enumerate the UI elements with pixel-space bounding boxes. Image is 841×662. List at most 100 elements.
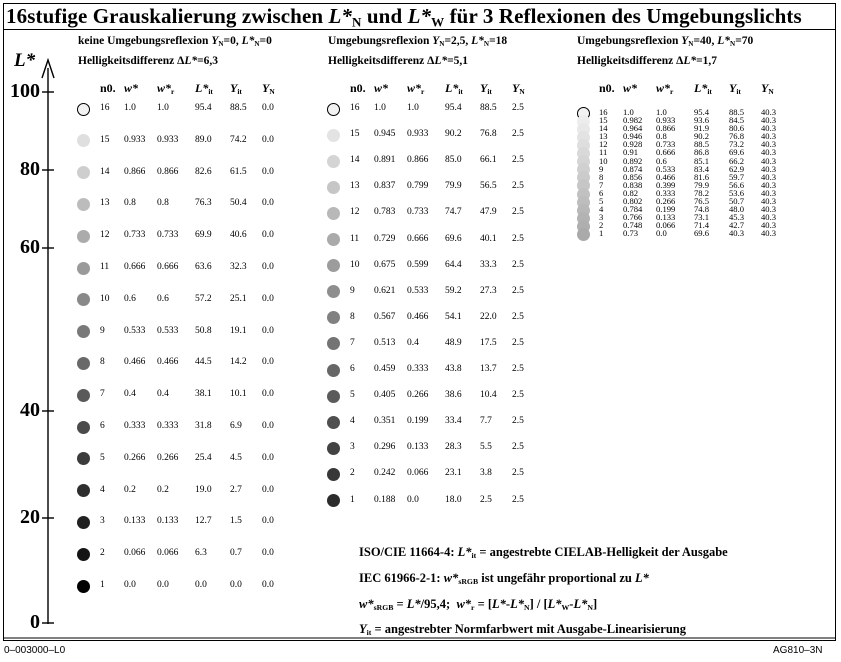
panel1-heading: keine Umgebungsreflexion YN=0, L*N=0 (78, 35, 272, 48)
table-cell: 0.0 (262, 548, 274, 559)
table-cell: 74.7 (445, 207, 462, 218)
table-cell: 69.9 (195, 230, 212, 241)
compact-column-wr: 1.0 0.933 0.866 0.8 0.733 0.666 0.6 0.53… (656, 107, 676, 239)
table-cell: 0.466 (407, 311, 429, 322)
column-header-w: w* (124, 81, 139, 95)
table-cell: 0.351 (374, 416, 396, 427)
table-cell: 2.5 (480, 494, 492, 505)
gray-swatch (76, 102, 90, 116)
table-cell: 12.7 (195, 516, 212, 527)
table-cell: 0.466 (124, 357, 146, 368)
table-cell: 15 (350, 129, 360, 140)
compact-column-w: 1.0 0.982 0.964 0.946 0.928 0.91 0.892 0… (623, 107, 643, 239)
table-cell: 2.5 (512, 129, 524, 140)
table-cell: 0.333 (124, 421, 146, 431)
gray-swatch (326, 337, 340, 351)
table-cell: 90.2 (445, 129, 462, 140)
column-header-L: L*it (195, 81, 213, 96)
table-cell: 1.0 (124, 103, 136, 113)
axis-tick-label: 40 (20, 399, 40, 421)
table-cell: 0.933 (157, 134, 179, 145)
table-cell: 0.4 (407, 337, 419, 348)
table-cell: 2.5 (512, 390, 524, 401)
compact-column-Y: 88.5 84.5 80.6 76.8 73.2 69.6 66.2 62.9 … (729, 107, 745, 239)
table-cell: 0.666 (157, 262, 179, 272)
gray-swatch (326, 128, 340, 142)
table-cell: 59.2 (445, 285, 462, 296)
panel1-diff: Helligkeitsdifferenz ΔL*=6,3 (78, 55, 219, 67)
table-cell: 0.621 (374, 285, 396, 296)
table-cell: 3.8 (480, 468, 492, 479)
table-cell: 2.5 (512, 155, 524, 166)
column-header-wr: w*r (407, 81, 425, 96)
table-cell: 0.405 (374, 390, 396, 401)
table-cell: 0.0 (262, 230, 274, 241)
table-cell: 2.7 (230, 484, 242, 495)
gray-swatch (326, 311, 340, 325)
table-cell: 2.5 (512, 181, 524, 192)
axis-tick-label: 100 (10, 80, 40, 102)
table-cell: 0.7 (230, 548, 242, 559)
table-cell: 0.0 (262, 484, 274, 495)
table-cell: 1.0 (157, 103, 169, 113)
table-cell: 0.675 (374, 259, 396, 270)
table-cell: 2.5 (512, 207, 524, 218)
table-cell: 0.296 (374, 442, 396, 453)
table-cell: 0.0 (262, 516, 274, 527)
table-cell: 2.5 (512, 103, 524, 113)
table-cell: 0.0 (262, 198, 274, 209)
table-cell: 50.8 (195, 325, 212, 336)
table-cell: 0.0 (262, 293, 274, 304)
table-cell: 0.933 (124, 134, 146, 145)
table-cell: 0.133 (124, 516, 146, 527)
column-header-n0: n0. (599, 81, 615, 95)
gray-swatch (326, 206, 340, 220)
table-cell: 19.0 (195, 484, 212, 495)
table-cell: 0.066 (157, 548, 179, 559)
table-cell: 85.0 (445, 155, 462, 166)
table-cell: 0.933 (407, 129, 429, 140)
table-cell: 0.513 (374, 337, 396, 348)
table-cell: 40.6 (230, 230, 247, 241)
table-cell: 6 (350, 364, 355, 374)
table-cell: 19.1 (230, 325, 247, 336)
column-header-Y: Yit (729, 81, 741, 96)
table-cell: 66.1 (480, 155, 497, 166)
gray-swatch (76, 134, 90, 148)
table-cell: 0.837 (374, 181, 396, 192)
column-header-L: L*it (445, 81, 463, 96)
table-cell: 0.0 (262, 262, 274, 272)
column-header-L: L*it (694, 81, 712, 96)
table-cell: 0.733 (157, 230, 179, 241)
table-cell: 79.9 (445, 181, 462, 192)
table-cell: 95.4 (195, 103, 212, 113)
table-cell: 0.0 (262, 421, 274, 431)
table-cell: 12 (100, 230, 110, 241)
table-cell: 3 (350, 442, 355, 453)
table-cell: 0.533 (157, 325, 179, 336)
compact-column-YN: 40.3 40.3 40.3 40.3 40.3 40.3 40.3 40.3 … (761, 107, 777, 239)
table-cell: 10 (100, 293, 110, 304)
axis-tick-label: 20 (20, 506, 40, 528)
table-cell: 38.1 (195, 389, 212, 400)
table-cell: 5.5 (480, 442, 492, 453)
column-header-YN: YN (512, 81, 525, 96)
table-cell: 0.066 (124, 548, 146, 559)
gray-swatch (326, 180, 340, 194)
column-header-w: w* (374, 81, 389, 95)
column-header-Y: Yit (480, 81, 492, 96)
gray-swatch (326, 494, 340, 507)
column-header-n0: n0. (350, 81, 366, 95)
table-cell: 54.1 (445, 311, 462, 322)
table-cell: 31.8 (195, 421, 212, 431)
table-cell: 69.6 (445, 233, 462, 244)
table-cell: 16 (350, 103, 360, 113)
table-cell: 0.0 (262, 580, 274, 590)
panel2-heading: Umgebungsreflexion YN=2,5, L*N=18 (328, 35, 508, 48)
table-cell: 0.266 (124, 452, 146, 463)
table-cell: 33.4 (445, 416, 462, 427)
table-cell: 50.4 (230, 198, 247, 209)
gray-swatch (76, 166, 90, 180)
table-cell: 14 (100, 166, 110, 177)
